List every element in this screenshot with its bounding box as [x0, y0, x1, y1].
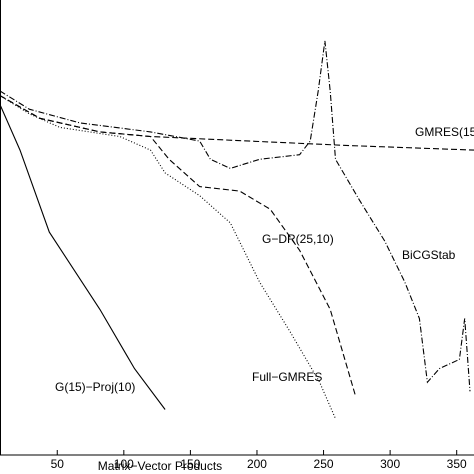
x-tick-label: 250 [314, 457, 334, 471]
series-label: BiCGStab [402, 248, 456, 262]
series-line [0, 95, 337, 419]
series-line [0, 40, 471, 392]
axis-frame [0, 0, 474, 456]
series-label: GMRES(15 [415, 125, 474, 139]
series-line [0, 104, 166, 410]
series-line [0, 95, 474, 151]
series-label: G−DR(25,10) [262, 232, 334, 246]
x-tick-label: 350 [447, 457, 467, 471]
x-axis-label: Matrix−Vector Products [98, 459, 222, 473]
x-tick-label: 100 [114, 457, 134, 471]
series-label: G(15)−Proj(10) [55, 380, 135, 394]
x-tick-label: 150 [180, 457, 200, 471]
series-label: Full−GMRES [252, 370, 322, 384]
x-tick-label: 300 [380, 457, 400, 471]
x-tick-label: 50 [51, 457, 65, 471]
x-tick-label: 200 [247, 457, 267, 471]
